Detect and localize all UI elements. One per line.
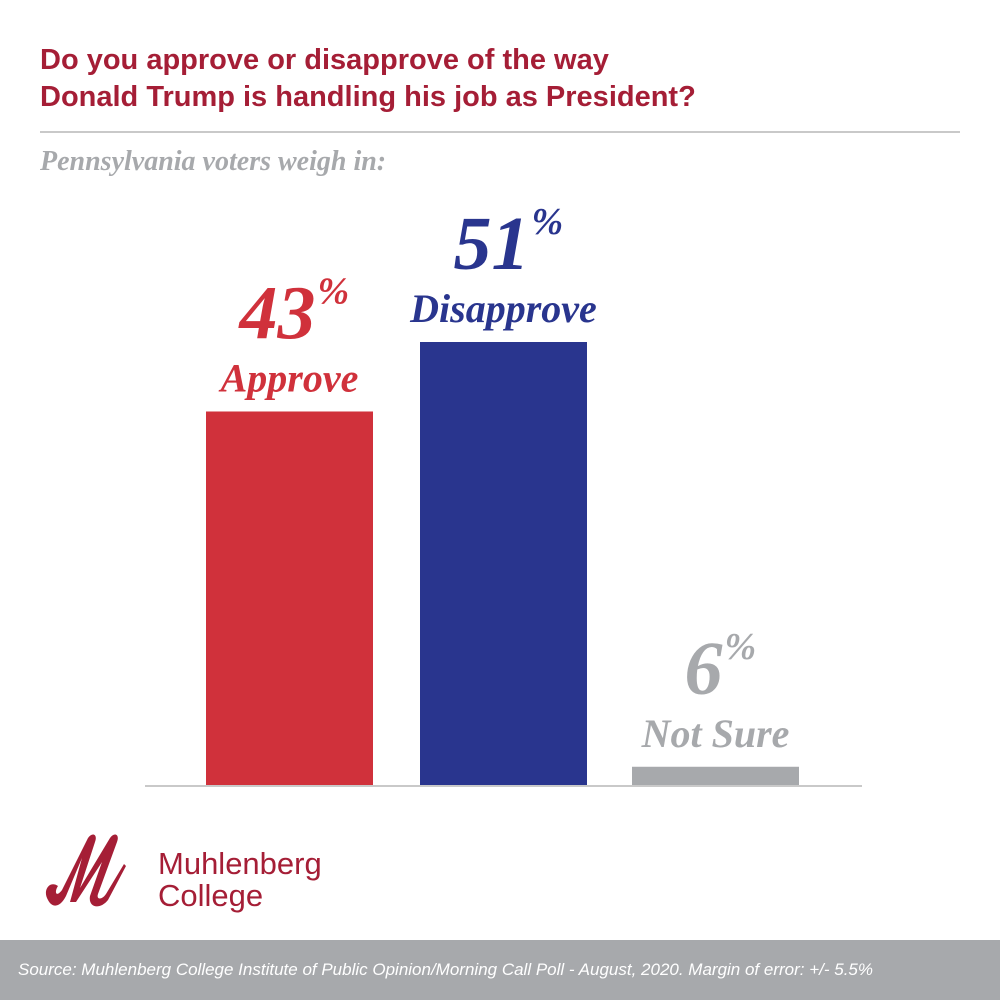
percent-sign-not-sure: % bbox=[725, 626, 757, 668]
bar-approve bbox=[206, 411, 373, 785]
muhlenberg-m-logo bbox=[45, 834, 126, 907]
source-text: Source: Muhlenberg College Institute of … bbox=[18, 960, 874, 979]
baseline bbox=[145, 785, 862, 787]
title-divider bbox=[40, 131, 960, 133]
value-label-disapprove: 51 bbox=[454, 202, 530, 286]
percent-sign-disapprove: % bbox=[532, 201, 564, 243]
chart-title: Do you approve or disapprove of the way … bbox=[40, 42, 960, 116]
logo-line-1: Muhlenberg bbox=[158, 846, 322, 881]
category-label-disapprove: Disapprove bbox=[409, 286, 597, 331]
title-line-1: Do you approve or disapprove of the way bbox=[40, 44, 609, 76]
source-footer: Source: Muhlenberg College Institute of … bbox=[0, 940, 1000, 1000]
chart-subtitle: Pennsylvania voters weigh in: bbox=[40, 146, 387, 177]
bar-not-sure bbox=[632, 766, 799, 785]
bar-disapprove bbox=[420, 342, 587, 785]
category-label-approve: Approve bbox=[218, 355, 359, 400]
logo-wordmark: Muhlenberg College bbox=[158, 848, 322, 912]
category-label-not-sure: Not Sure bbox=[641, 711, 790, 756]
title-line-2: Donald Trump is handling his job as Pres… bbox=[40, 81, 696, 113]
percent-sign-approve: % bbox=[318, 270, 350, 312]
value-label-not-sure: 6 bbox=[685, 627, 723, 711]
value-label-approve: 43 bbox=[238, 271, 316, 355]
logo-line-2: College bbox=[158, 878, 264, 913]
